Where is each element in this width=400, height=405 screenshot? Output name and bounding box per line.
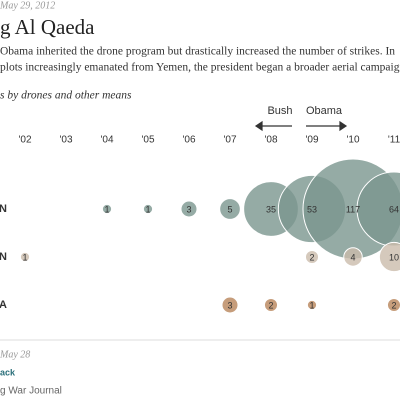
x-tick-label: '08 xyxy=(264,135,277,146)
row-label: A xyxy=(0,299,7,311)
value-label: 3 xyxy=(227,300,232,310)
bubble xyxy=(343,247,363,267)
value-label: 1 xyxy=(145,204,150,214)
body-text: plots increasingly emanated from Yemen, … xyxy=(0,62,400,74)
bubble xyxy=(180,200,198,218)
bubble xyxy=(263,297,279,313)
value-label: 35 xyxy=(266,204,276,214)
footer-source: g War Journal xyxy=(0,386,62,397)
annotation: Bush xyxy=(267,105,292,117)
bubble xyxy=(306,299,318,311)
x-tick-label: '09 xyxy=(305,135,318,146)
chart-title: g Al Qaeda xyxy=(0,15,95,39)
x-tick-label: '04 xyxy=(100,135,113,146)
bubble xyxy=(101,203,113,215)
footer-date: May 28 xyxy=(0,349,30,360)
row-label: N xyxy=(0,203,7,215)
x-tick-label: '07 xyxy=(223,135,236,146)
value-label: 5 xyxy=(227,204,232,214)
value-label: 10 xyxy=(389,252,399,262)
value-label: 117 xyxy=(346,204,360,214)
value-label: 2 xyxy=(309,252,314,262)
x-tick-label: '06 xyxy=(182,135,195,146)
bubble xyxy=(219,198,241,220)
bubble xyxy=(304,249,320,265)
value-label: 2 xyxy=(268,300,273,310)
value-label: 1 xyxy=(104,204,109,214)
x-tick-label: '03 xyxy=(59,135,72,146)
value-label: 1 xyxy=(309,300,314,310)
x-tick-label: '11 xyxy=(388,135,400,146)
annotation: Obama xyxy=(306,105,343,117)
date: May 29, 2012 xyxy=(0,0,55,11)
x-tick-label: '05 xyxy=(141,135,154,146)
value-label: 4 xyxy=(350,252,355,262)
value-label: 2 xyxy=(391,300,396,310)
value-label: 64 xyxy=(389,204,399,214)
body-text: Obama inherited the drone program but dr… xyxy=(0,46,395,58)
footer-link[interactable]: ack xyxy=(0,367,16,377)
bubble xyxy=(142,203,154,215)
x-tick-label: '02 xyxy=(18,135,31,146)
bubble xyxy=(19,251,31,263)
bubble xyxy=(378,241,400,273)
value-label: 3 xyxy=(186,204,191,214)
era-arrows xyxy=(254,120,348,132)
row-label: N xyxy=(0,251,7,263)
x-tick-label: '10 xyxy=(346,135,359,146)
bubble xyxy=(221,296,239,314)
value-label: 53 xyxy=(307,204,317,214)
subtitle: s by drones and other means xyxy=(0,90,132,102)
value-label: 1 xyxy=(22,252,27,262)
bubble xyxy=(386,297,400,313)
